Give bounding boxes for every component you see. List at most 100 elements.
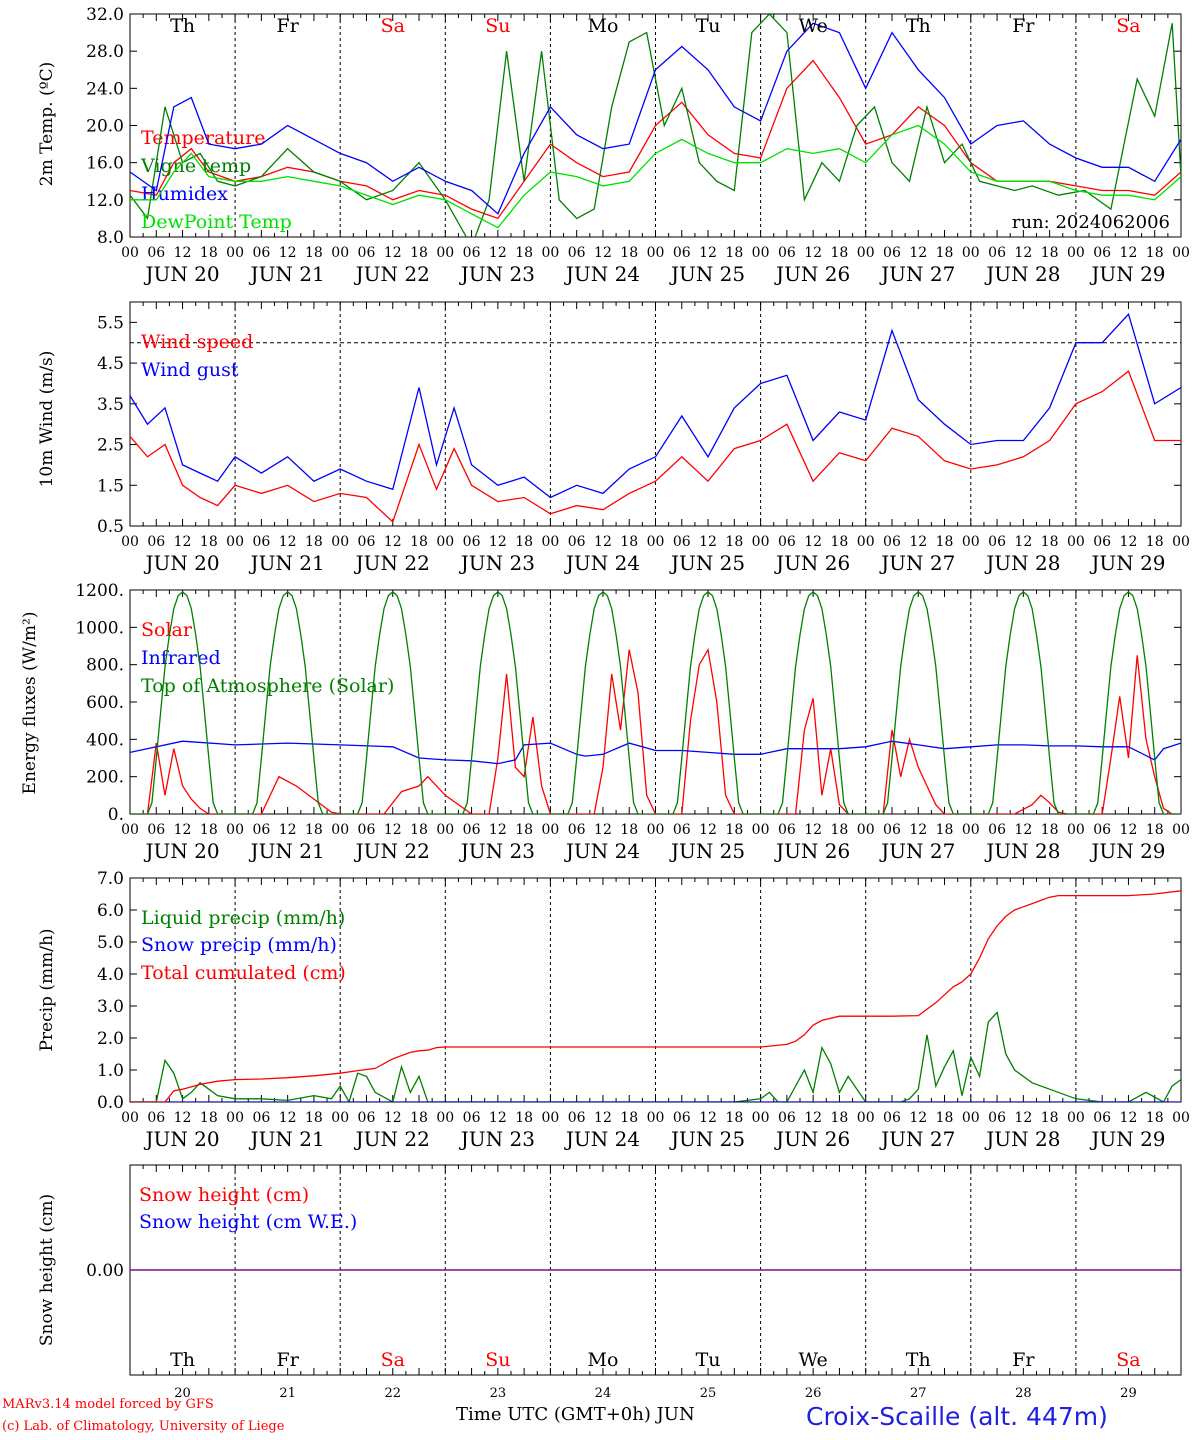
hour-label: 00	[436, 1110, 454, 1126]
hour-label: 18	[515, 1110, 533, 1126]
legend-label: Temperature	[141, 127, 265, 149]
series-line-red	[130, 647, 1181, 814]
hour-label: 00	[1067, 822, 1085, 838]
hour-label: 12	[489, 534, 507, 550]
hour-label: 18	[1041, 245, 1059, 261]
hour-label: 06	[883, 534, 901, 550]
date-label: JUN 29	[1089, 551, 1165, 575]
day-name: Fr	[1012, 1349, 1035, 1371]
hour-label: 00	[647, 534, 665, 550]
panel-frame-1	[129, 301, 1182, 527]
hour-label: 12	[174, 822, 192, 838]
hour-label: 00	[121, 534, 139, 550]
hour-label: 00	[857, 822, 875, 838]
hour-label: 18	[936, 534, 954, 550]
date-number: 23	[490, 1386, 507, 1401]
hour-label: 06	[358, 534, 376, 550]
y-tick-label: 24.0	[86, 79, 124, 99]
hour-label: 18	[831, 245, 849, 261]
y-tick-label: 5.5	[97, 313, 124, 333]
date-label: JUN 24	[564, 551, 640, 575]
hour-label: 06	[463, 534, 481, 550]
hour-label: 12	[1120, 245, 1138, 261]
hour-label: 12	[699, 1110, 717, 1126]
series-line-blue	[130, 22, 1181, 215]
hour-label: 12	[909, 245, 927, 261]
hour-label: 00	[121, 245, 139, 261]
hour-label: 00	[962, 822, 980, 838]
hour-label: 06	[778, 822, 796, 838]
legend-label: Snow height (cm)	[139, 1184, 309, 1206]
date-label: JUN 20	[143, 551, 219, 575]
hour-label: 06	[778, 534, 796, 550]
hour-label: 00	[647, 822, 665, 838]
date-label: JUN 24	[564, 262, 640, 286]
hour-label: 06	[252, 245, 270, 261]
hour-label: 06	[1093, 1110, 1111, 1126]
date-label: JUN 23	[459, 839, 535, 863]
hour-label: 12	[384, 822, 402, 838]
date-label: JUN 27	[879, 551, 955, 575]
y-tick-label: 600.	[86, 693, 124, 713]
hour-label: 12	[594, 245, 612, 261]
hour-label: 12	[804, 245, 822, 261]
hour-label: 18	[305, 1110, 323, 1126]
date-label: JUN 23	[459, 262, 535, 286]
day-name: We	[799, 1349, 828, 1371]
y-tick-label: 400.	[86, 730, 124, 750]
hour-label: 12	[909, 1110, 927, 1126]
hour-label: 12	[384, 1110, 402, 1126]
y-tick-label: 800.	[86, 656, 124, 676]
date-label: JUN 25	[669, 1127, 745, 1151]
date-label: JUN 28	[984, 1127, 1060, 1151]
hour-label: 00	[331, 822, 349, 838]
day-name: Sa	[1116, 15, 1140, 37]
hour-label: 12	[1014, 1110, 1032, 1126]
date-label: JUN 26	[774, 1127, 850, 1151]
legend-label: DewPoint Temp	[141, 211, 292, 233]
hour-label: 18	[200, 534, 218, 550]
date-label: JUN 20	[143, 262, 219, 286]
hour-label: 18	[1146, 245, 1164, 261]
y-tick-label: 12.0	[86, 191, 124, 211]
hour-label: 12	[384, 245, 402, 261]
hour-label: 00	[226, 245, 244, 261]
day-name: Sa	[381, 1349, 405, 1371]
hour-label: 12	[909, 534, 927, 550]
hour-label: 06	[463, 245, 481, 261]
day-name: Fr	[277, 15, 300, 37]
hour-label: 12	[1014, 245, 1032, 261]
hour-label: 00	[226, 1110, 244, 1126]
hour-label: 06	[988, 1110, 1006, 1126]
hour-label: 12	[279, 245, 297, 261]
y-tick-label: 1200.	[75, 581, 124, 601]
hour-label: 06	[883, 822, 901, 838]
series-line-green	[130, 14, 1181, 237]
legend-label: Snow precip (mm/h)	[141, 934, 337, 956]
hour-label: 18	[620, 245, 638, 261]
hour-label: 06	[358, 1110, 376, 1126]
hour-label: 12	[594, 534, 612, 550]
hour-label: 18	[515, 245, 533, 261]
hour-label: 12	[1120, 1110, 1138, 1126]
date-number: 25	[700, 1386, 717, 1401]
y-tick-label: 3.0	[97, 997, 124, 1017]
date-label: JUN 26	[774, 839, 850, 863]
hour-label: 18	[410, 534, 428, 550]
date-label: JUN 26	[774, 551, 850, 575]
hour-label: 00	[962, 534, 980, 550]
date-number: 22	[384, 1386, 401, 1401]
day-name: We	[799, 15, 828, 37]
hour-label: 06	[778, 1110, 796, 1126]
legend-label: Total cumulated (cm)	[141, 962, 346, 984]
hour-label: 12	[594, 1110, 612, 1126]
date-label: JUN 25	[669, 839, 745, 863]
hour-label: 00	[121, 822, 139, 838]
day-name: Tu	[696, 15, 721, 37]
hour-label: 06	[358, 245, 376, 261]
hour-label: 00	[962, 1110, 980, 1126]
hour-label: 18	[200, 1110, 218, 1126]
hour-label: 00	[226, 534, 244, 550]
hour-label: 18	[725, 822, 743, 838]
hour-label: 00	[752, 534, 770, 550]
